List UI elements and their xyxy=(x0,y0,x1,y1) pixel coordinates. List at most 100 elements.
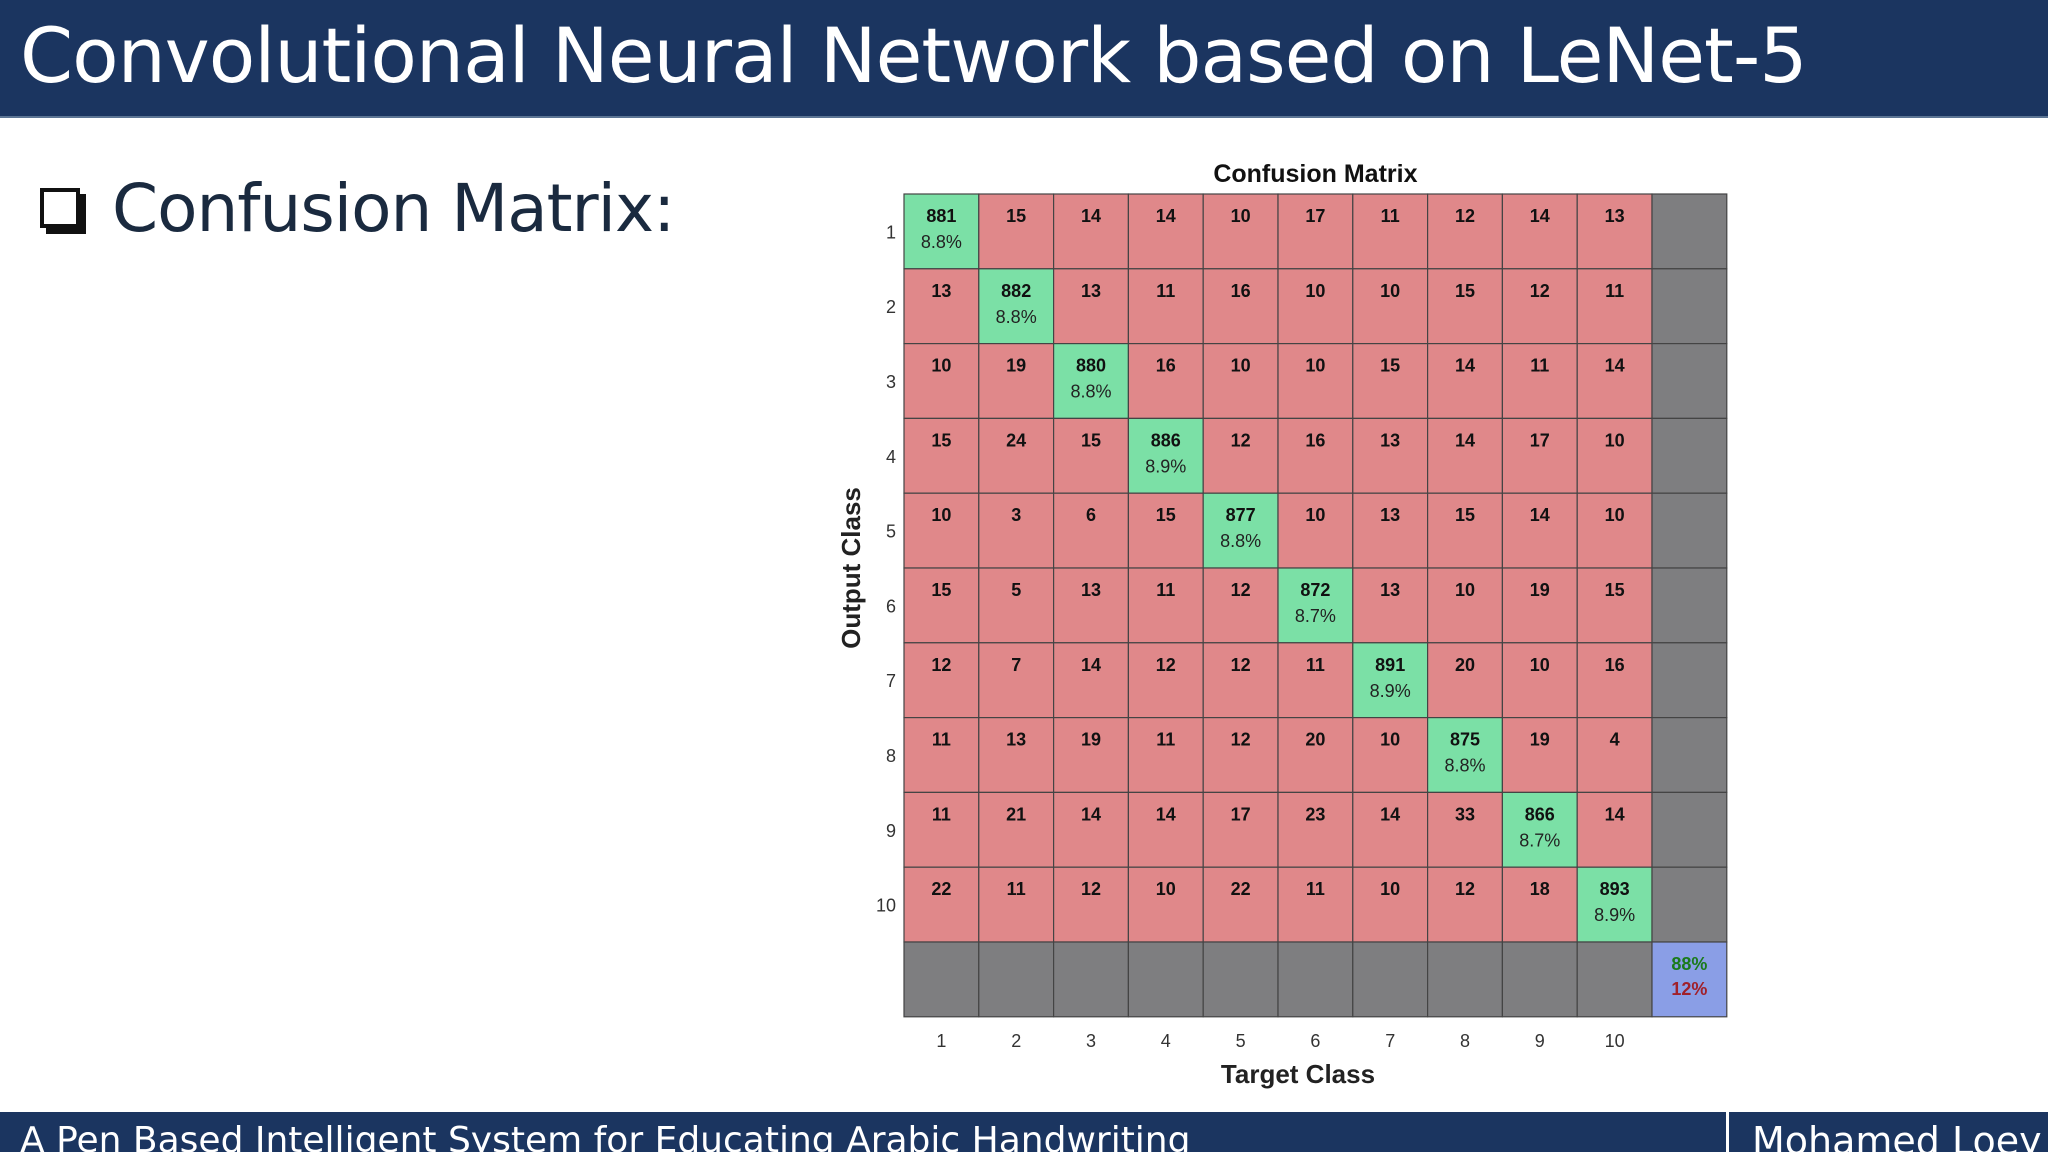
x-axis-label: Target Class xyxy=(1221,1059,1375,1089)
cell-count: 14 xyxy=(1605,804,1625,824)
cell-count: 16 xyxy=(1305,430,1325,450)
summary-cell xyxy=(1277,941,1354,1018)
cell-count: 13 xyxy=(1380,505,1400,525)
cell-count: 882 xyxy=(1001,281,1031,301)
matrix-cell xyxy=(1127,791,1204,868)
title-bar: Convolutional Neural Network based on Le… xyxy=(0,0,2048,118)
cell-count: 24 xyxy=(1006,430,1026,450)
x-tick-label: 5 xyxy=(1236,1031,1246,1051)
matrix-cell xyxy=(903,492,980,569)
cell-count: 15 xyxy=(1455,281,1475,301)
cell-count: 19 xyxy=(1081,730,1101,750)
matrix-cell xyxy=(1052,567,1129,644)
slide-title: Convolutional Neural Network based on Le… xyxy=(20,11,1808,100)
matrix-cell xyxy=(1052,642,1129,719)
matrix-cell xyxy=(903,642,980,719)
summary-cell xyxy=(1651,268,1728,345)
summary-cell xyxy=(1576,941,1653,1018)
matrix-cell xyxy=(978,193,1055,270)
matrix-cell xyxy=(1576,492,1653,569)
cell-count: 886 xyxy=(1151,430,1181,450)
matrix-cell xyxy=(1426,492,1503,569)
cell-count: 11 xyxy=(932,730,951,750)
x-tick-label: 3 xyxy=(1086,1031,1096,1051)
cell-count: 11 xyxy=(1156,281,1175,301)
cell-count: 881 xyxy=(926,206,956,226)
cell-count: 17 xyxy=(1305,206,1325,226)
cell-count: 872 xyxy=(1300,580,1330,600)
matrix-cell xyxy=(1127,343,1204,420)
matrix-cell xyxy=(1352,642,1429,719)
cell-count: 14 xyxy=(1081,655,1101,675)
matrix-cell xyxy=(1202,343,1279,420)
y-tick-label: 8 xyxy=(886,746,896,766)
matrix-cell xyxy=(1052,343,1129,420)
matrix-cell xyxy=(1202,716,1279,793)
chart-title: Confusion Matrix xyxy=(1213,160,1417,188)
cell-percentage: 8.9% xyxy=(1594,905,1635,925)
cell-count: 33 xyxy=(1455,804,1475,824)
matrix-cell xyxy=(1202,492,1279,569)
cell-count: 15 xyxy=(1081,430,1101,450)
cell-count: 11 xyxy=(1156,730,1175,750)
matrix-cell xyxy=(1426,343,1503,420)
cell-count: 10 xyxy=(1380,730,1400,750)
summary-cell xyxy=(1651,866,1728,943)
cell-count: 11 xyxy=(1605,281,1624,301)
matrix-cell xyxy=(978,567,1055,644)
cell-count: 19 xyxy=(1530,580,1550,600)
cell-count: 10 xyxy=(931,505,951,525)
cell-count: 3 xyxy=(1011,505,1021,525)
matrix-cell xyxy=(903,567,980,644)
cell-count: 12 xyxy=(931,655,951,675)
cell-count: 880 xyxy=(1076,356,1106,376)
cell-count: 23 xyxy=(1305,804,1325,824)
matrix-cell xyxy=(1052,417,1129,494)
matrix-cell xyxy=(978,343,1055,420)
summary-cell xyxy=(1202,941,1279,1018)
x-tick-label: 8 xyxy=(1460,1031,1470,1051)
cell-count: 10 xyxy=(1455,580,1475,600)
cell-count: 6 xyxy=(1086,505,1096,525)
summary-cell xyxy=(1651,716,1728,793)
cell-count: 10 xyxy=(1305,356,1325,376)
matrix-cell xyxy=(1576,716,1653,793)
cell-count: 16 xyxy=(1231,281,1251,301)
cell-count: 891 xyxy=(1375,655,1405,675)
matrix-cell xyxy=(1501,642,1578,719)
x-tick-label: 2 xyxy=(1011,1031,1021,1051)
x-tick-label: 7 xyxy=(1385,1031,1395,1051)
cell-count: 13 xyxy=(1081,580,1101,600)
cell-count: 13 xyxy=(1006,730,1026,750)
matrix-cell xyxy=(1127,642,1204,719)
matrix-cell xyxy=(1277,492,1354,569)
summary-cell xyxy=(1426,941,1503,1018)
matrix-cell xyxy=(1501,417,1578,494)
overall-accuracy-cell xyxy=(1651,941,1728,1018)
cell-count: 4 xyxy=(1610,730,1620,750)
matrix-cell xyxy=(1052,716,1129,793)
matrix-cell xyxy=(1202,193,1279,270)
matrix-cell xyxy=(1277,866,1354,943)
cell-count: 10 xyxy=(1305,281,1325,301)
matrix-cell xyxy=(1127,866,1204,943)
matrix-cell xyxy=(1576,642,1653,719)
cell-count: 14 xyxy=(1530,505,1550,525)
cell-count: 15 xyxy=(1605,580,1625,600)
cell-count: 11 xyxy=(1156,580,1175,600)
cell-count: 20 xyxy=(1305,730,1325,750)
y-tick-label: 1 xyxy=(886,222,896,242)
cell-count: 11 xyxy=(1306,879,1325,899)
footer-subtitle: A Pen Based Intelligent System for Educa… xyxy=(20,1120,1191,1152)
cell-count: 13 xyxy=(1380,580,1400,600)
cell-count: 13 xyxy=(1605,206,1625,226)
cell-count: 17 xyxy=(1530,430,1550,450)
matrix-cell xyxy=(1277,791,1354,868)
cell-percentage: 8.7% xyxy=(1295,606,1336,626)
matrix-cell xyxy=(1127,268,1204,345)
cell-count: 875 xyxy=(1450,730,1480,750)
summary-cell xyxy=(1127,941,1204,1018)
cell-count: 5 xyxy=(1011,580,1021,600)
matrix-cell xyxy=(1352,492,1429,569)
cell-percentage: 8.8% xyxy=(1220,531,1261,551)
